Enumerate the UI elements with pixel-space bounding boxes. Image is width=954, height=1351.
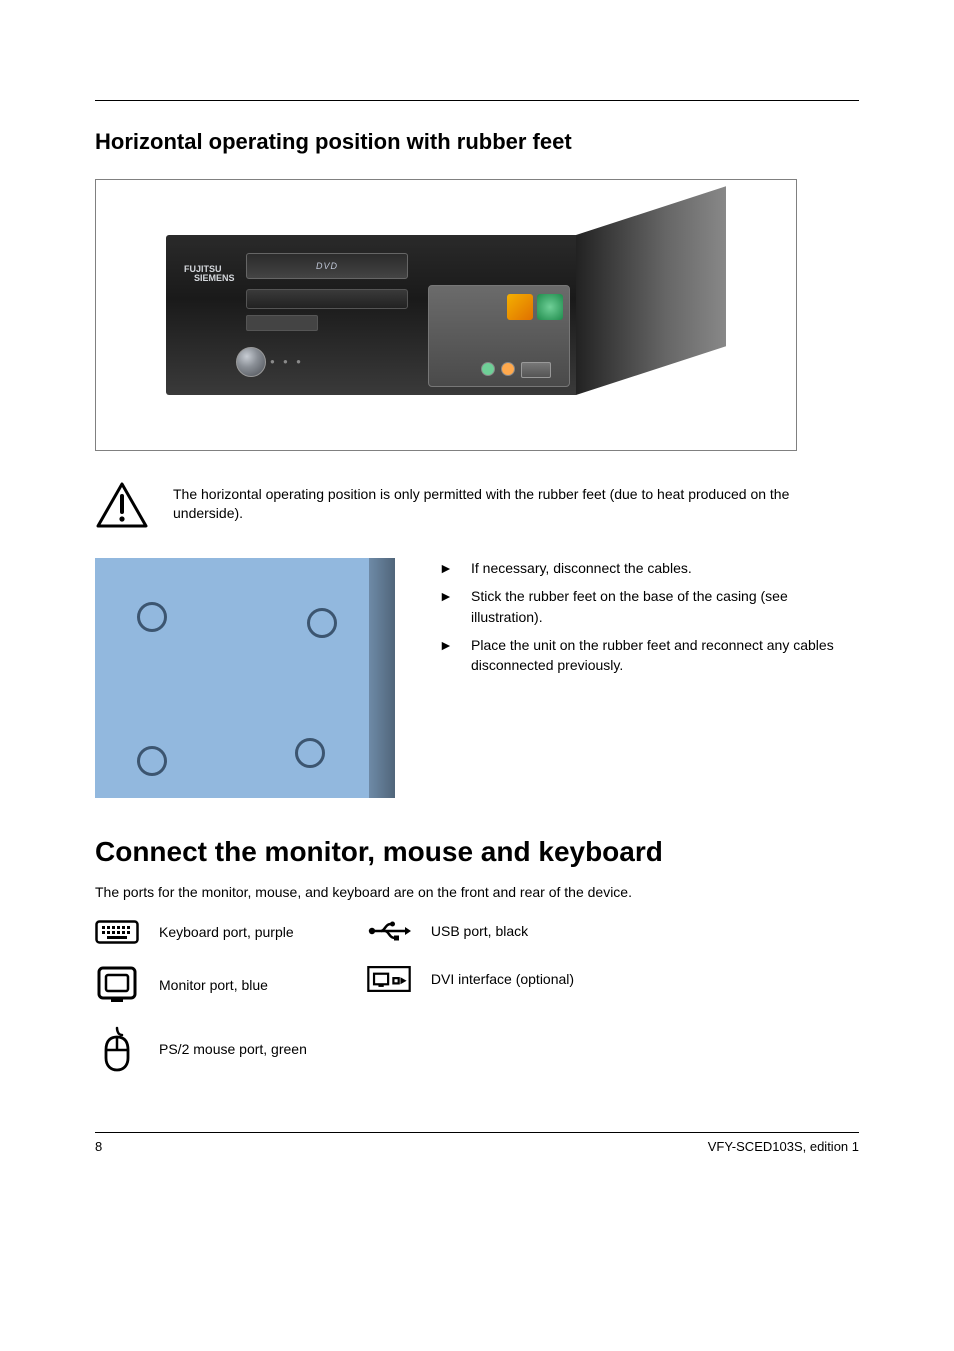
brand-logo: FUJITSU SIEMENS [184,265,235,284]
port-label: Keyboard port, purple [159,924,294,940]
drive-bay-1 [246,289,408,309]
port-label: Monitor port, blue [159,977,268,993]
step-arrow-icon: ► [439,586,453,627]
rubber-foot-icon [295,738,325,768]
step-arrow-icon: ► [439,558,453,578]
rubber-feet-row: ► If necessary, disconnect the cables. ►… [95,558,859,798]
rubber-foot-icon [137,746,167,776]
instruction-steps: ► If necessary, disconnect the cables. ►… [439,558,859,683]
document-id: VFY-SCED103S, edition 1 [708,1139,859,1154]
ports-column-left: Keyboard port, purple Monitor port, blue [95,920,307,1072]
rubber-foot-icon [307,608,337,638]
pc-case-side [576,186,726,395]
rubber-feet-diagram [95,558,395,798]
front-usb-icon [521,362,551,378]
document-page: Horizontal operating position with rubbe… [0,0,954,1194]
step-arrow-icon: ► [439,635,453,676]
drive-bay-2 [246,315,318,331]
monitor-port-icon [95,966,139,1004]
brand-line2: SIEMENS [184,273,235,283]
windows-sticker-icon [507,294,533,320]
power-button-icon [236,347,266,377]
instruction-step: ► If necessary, disconnect the cables. [439,558,859,578]
rubber-foot-icon [137,602,167,632]
pc-case-front: FUJITSU SIEMENS DVD ● ● ● [166,235,576,395]
audio-jack-orange-icon [501,362,515,376]
page-footer: 8 VFY-SCED103S, edition 1 [95,1132,859,1154]
front-io-panel [428,285,570,387]
ports-column-right: USB port, black DVI interface (optional) [367,920,574,1072]
port-row-keyboard: Keyboard port, purple [95,920,307,944]
instruction-step: ► Place the unit on the rubber feet and … [439,635,859,676]
top-horizontal-rule [95,100,859,101]
connect-intro-text: The ports for the monitor, mouse, and ke… [95,882,859,902]
keyboard-port-icon [95,920,139,944]
pc-illustration: FUJITSU SIEMENS DVD ● ● ● [166,235,726,395]
warning-text: The horizontal operating position is onl… [173,481,859,523]
warning-row: The horizontal operating position is onl… [95,481,859,534]
step-text: If necessary, disconnect the cables. [471,558,692,578]
mouse-port-icon [95,1026,139,1072]
port-row-dvi: DVI interface (optional) [367,964,574,994]
section-heading: Horizontal operating position with rubbe… [95,129,859,155]
audio-jack-green-icon [481,362,495,376]
ports-grid: Keyboard port, purple Monitor port, blue [95,920,859,1072]
instruction-step: ► Stick the rubber feet on the base of t… [439,586,859,627]
port-row-mouse: PS/2 mouse port, green [95,1026,307,1072]
dvi-port-icon [367,964,411,994]
indicator-leds: ● ● ● [270,357,304,366]
pc-horizontal-figure: FUJITSU SIEMENS DVD ● ● ● [95,179,797,451]
port-row-monitor: Monitor port, blue [95,966,307,1004]
usb-port-icon [367,920,411,942]
connect-heading: Connect the monitor, mouse and keyboard [95,836,859,868]
warning-triangle-icon [95,481,149,534]
dvd-drive: DVD [246,253,408,279]
step-text: Place the unit on the rubber feet and re… [471,635,859,676]
energy-sticker-icon [537,294,563,320]
diagram-edge-shadow [369,558,395,798]
port-row-usb: USB port, black [367,920,574,942]
port-label: DVI interface (optional) [431,971,574,987]
port-label: USB port, black [431,923,528,939]
page-number: 8 [95,1139,102,1154]
step-text: Stick the rubber feet on the base of the… [471,586,859,627]
port-label: PS/2 mouse port, green [159,1041,307,1057]
